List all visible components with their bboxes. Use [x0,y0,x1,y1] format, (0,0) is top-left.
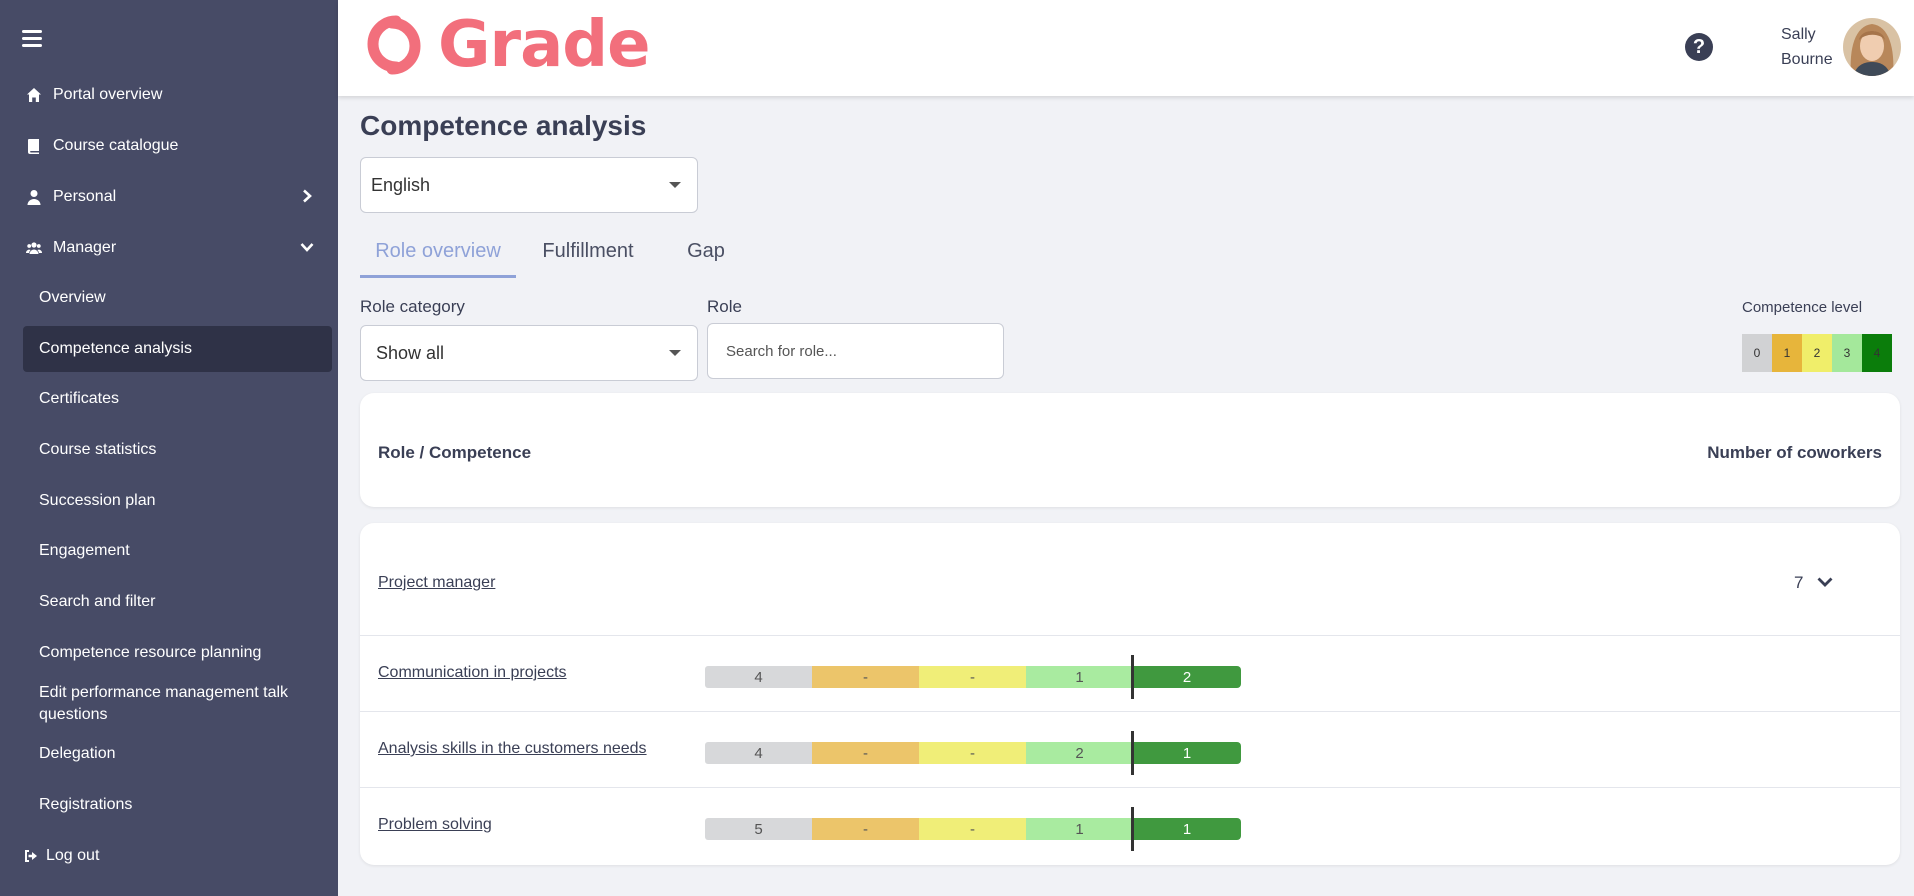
user-last-name: Bourne [1781,51,1833,68]
chevron-down-icon[interactable] [1816,573,1834,591]
users-icon [25,240,43,256]
target-level-marker [1131,731,1134,775]
tab-role-overview[interactable]: Role overview [360,240,516,278]
role-table: Project manager 7 Communication in proje… [360,523,1900,865]
sidebar-item-manager[interactable]: Manager [0,228,338,268]
bar-segment-level-4: 2 [1133,666,1241,688]
sidebar-item-portal-overview[interactable]: Portal overview [0,75,338,115]
legend-level-4: 4 [1862,334,1892,372]
sidebar-item-log-out[interactable]: Log out [0,836,338,876]
user-name[interactable]: Sally Bourne [1781,22,1833,72]
user-icon [25,189,43,205]
tab-fulfillment[interactable]: Fulfillment [542,240,634,262]
caret-down-icon [669,350,681,356]
competence-level-legend: 0 1 2 3 4 [1742,334,1892,372]
bar-segment-level-3: 1 [1026,666,1133,688]
sidebar-item-delegation[interactable]: Delegation [39,745,116,762]
top-header: Grade ? Sally Bourne [338,0,1914,96]
legend-level-0: 0 [1742,334,1772,372]
sidebar-item-competence-analysis[interactable]: Competence analysis [23,326,332,372]
sidebar-item-competence-resource-planning[interactable]: Competence resource planning [39,644,262,661]
sidebar-item-overview[interactable]: Overview [39,289,106,306]
grade-logo[interactable]: Grade [360,10,650,80]
chevron-down-icon [300,240,314,254]
sidebar-item-label: Manager [53,239,117,256]
table-row: Problem solving 5 - - 1 1 [360,788,1900,864]
bar-segment-level-0: 5 [705,818,812,840]
sidebar-item-label: Personal [53,188,117,205]
bar-segment-level-0: 4 [705,666,812,688]
bar-segment-level-3: 1 [1026,818,1133,840]
help-icon[interactable]: ? [1685,33,1713,61]
home-icon [25,87,43,103]
legend-level-2: 2 [1802,334,1832,372]
menu-icon[interactable] [22,30,42,48]
bar-segment-level-2: - [919,818,1026,840]
bar-segment-level-1: - [812,818,919,840]
legend-level-3: 3 [1832,334,1862,372]
language-select[interactable]: English [360,157,698,213]
logo-text: Grade [438,8,650,82]
competence-level-bar: 4 - - 1 2 [705,655,1241,699]
bar-segment-level-1: - [812,666,919,688]
bar-segment-level-4: 1 [1133,818,1241,840]
table-row: Analysis skills in the customers needs 4… [360,712,1900,788]
avatar[interactable] [1843,18,1901,76]
coworker-count: 7 [1794,573,1804,592]
target-level-marker [1131,655,1134,699]
bar-segment-level-2: - [919,666,1026,688]
sidebar-item-certificates[interactable]: Certificates [39,390,120,407]
target-level-marker [1131,807,1134,851]
role-category-label: Role category [360,297,465,316]
role-category-select-value: Show all [376,342,445,363]
sidebar-item-engagement[interactable]: Engagement [39,542,130,559]
table-row: Communication in projects 4 - - 1 2 [360,636,1900,712]
competence-level-legend-title: Competence level [1742,299,1863,316]
tab-gap[interactable]: Gap [687,240,725,262]
logout-icon [22,848,40,864]
sidebar-item-search-and-filter[interactable]: Search and filter [39,593,156,610]
bar-segment-level-2: - [919,742,1026,764]
bar-segment-level-3: 2 [1026,742,1133,764]
sidebar-item-course-statistics[interactable]: Course statistics [39,441,157,458]
chevron-right-icon [300,189,314,203]
sidebar-item-edit-performance-questions[interactable]: Edit performance management talk questio… [39,684,289,723]
user-first-name: Sally [1781,26,1816,43]
role-link[interactable]: Project manager [378,574,496,591]
role-category-select[interactable]: Show all [360,325,698,381]
page-title: Competence analysis [360,110,647,141]
bar-segment-level-1: - [812,742,919,764]
table-header: Role / Competence Number of coworkers [360,393,1900,507]
column-header-number-of-coworkers: Number of coworkers [1707,443,1882,462]
bar-segment-level-0: 4 [705,742,812,764]
sidebar-item-course-catalogue[interactable]: Course catalogue [0,126,338,166]
sidebar-item-personal[interactable]: Personal [0,177,338,217]
column-header-role-competence: Role / Competence [378,443,532,462]
legend-level-1: 1 [1772,334,1802,372]
table-row: Project manager 7 [360,523,1900,636]
book-icon [25,138,43,154]
competence-level-bar: 5 - - 1 1 [705,807,1241,851]
competence-level-bar: 4 - - 2 1 [705,731,1241,775]
role-search-input[interactable] [707,323,1004,379]
competence-link[interactable]: Analysis skills in the customers needs [378,740,647,757]
competence-link[interactable]: Communication in projects [378,664,567,681]
grade-logo-mark-icon [367,15,421,75]
caret-down-icon [669,182,681,188]
sidebar-item-label: Log out [46,847,100,864]
competence-link[interactable]: Problem solving [378,816,492,833]
role-label: Role [707,297,742,316]
language-select-value: English [371,174,431,195]
sidebar: Portal overview Course catalogue Persona… [0,0,338,896]
sidebar-item-registrations[interactable]: Registrations [39,796,133,813]
bar-segment-level-4: 1 [1133,742,1241,764]
sidebar-item-label: Portal overview [53,86,163,103]
sidebar-item-succession-plan[interactable]: Succession plan [39,492,156,509]
sidebar-item-label: Course catalogue [53,137,179,154]
